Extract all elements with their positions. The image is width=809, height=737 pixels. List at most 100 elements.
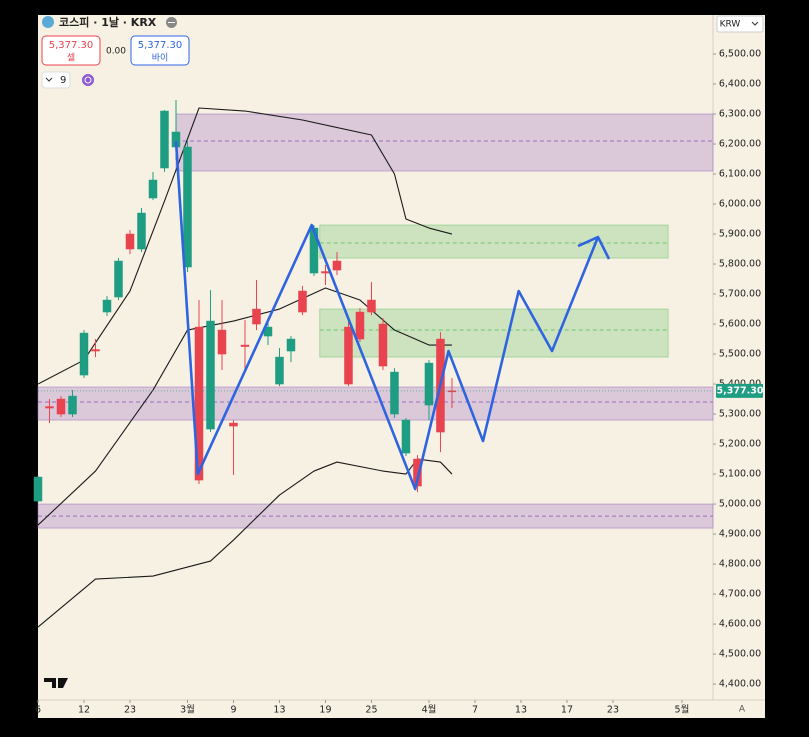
y-tick-label: 5,300.00: [719, 409, 761, 420]
y-tick-label: 4,400.00: [719, 679, 761, 690]
y-tick-label: 4,800.00: [719, 559, 761, 570]
last-price-label: 5,377.30: [717, 385, 764, 396]
x-tick-label: 13: [273, 705, 285, 716]
candle-body: [137, 212, 146, 250]
currency-chevron: [751, 21, 759, 26]
candle-body: [390, 371, 399, 415]
candle-body: [160, 110, 169, 169]
y-tick-label: 5,900.00: [719, 229, 761, 240]
x-tick-label: 23: [124, 705, 136, 716]
x-tick-label: 23: [607, 705, 619, 716]
projection-arrowhead: [577, 235, 611, 260]
x-tick-label: 4월: [422, 704, 437, 716]
x-tick-label: 6: [35, 705, 41, 716]
projection-line: [174, 140, 600, 491]
x-tick-label: 25: [365, 705, 377, 716]
auto-scale[interactable]: A: [739, 705, 746, 715]
axes: 6,500.00 6,400.00 6,300.00 6,200.00 6,100.00…: [35, 49, 764, 716]
y-tick-label: 6,400.00: [719, 79, 761, 90]
symbol-title[interactable]: 코스피 · 1날 · KRX: [59, 15, 157, 29]
y-tick-label: 6,000.00: [719, 199, 761, 210]
candle-body: [194, 326, 204, 481]
buy-label: 바이: [152, 53, 169, 64]
sell-label: 셀: [67, 53, 75, 64]
candle-body: [321, 271, 330, 274]
y-tick-label: 5,500.00: [719, 349, 761, 360]
candle-body: [33, 476, 43, 502]
brand-logo: [44, 678, 68, 688]
y-tick-label: 5,800.00: [719, 259, 761, 270]
candle-body: [206, 320, 215, 430]
candle-body: [355, 311, 365, 340]
candle-body: [298, 290, 307, 313]
zone: [319, 224, 669, 259]
candle-body: [332, 260, 342, 271]
candle-body: [378, 323, 388, 367]
candle-body: [413, 458, 422, 487]
indicator-line: [37, 287, 452, 526]
candle-body: [56, 398, 66, 415]
last-price-box: [716, 383, 763, 398]
chart-canvas: [38, 15, 765, 718]
y-tick-label: 4,500.00: [719, 649, 761, 660]
sell-price: 5,377.30: [49, 40, 94, 51]
candle-body: [367, 299, 376, 313]
candle-body: [68, 395, 77, 415]
candle-body: [91, 349, 100, 352]
candle-body: [114, 260, 123, 298]
indicator-count: 9: [60, 75, 66, 86]
x-tick-label: 12: [78, 705, 90, 716]
y-tick-label: 5,000.00: [719, 499, 761, 510]
zone: [175, 113, 714, 172]
y-tick-label: 4,600.00: [719, 619, 761, 630]
plot: [33, 99, 714, 628]
symbol-logo[interactable]: [42, 16, 54, 28]
y-tick-label: 4,700.00: [719, 589, 761, 600]
y-tick-label: 6,500.00: [719, 49, 761, 60]
x-tick-label: 3월: [180, 704, 195, 716]
candle-body: [217, 329, 227, 355]
candle-body: [229, 422, 238, 427]
y-tick-label: 6,200.00: [719, 139, 761, 150]
refresh-button[interactable]: [82, 74, 94, 86]
candle-body: [102, 299, 112, 313]
candle-body: [79, 332, 89, 376]
candle-body: [148, 179, 158, 199]
spread: 0.00: [106, 47, 126, 57]
y-tick-label: 5,600.00: [719, 319, 761, 330]
candle-body: [401, 419, 411, 454]
buy-button[interactable]: [130, 35, 190, 66]
candle-body: [344, 326, 353, 385]
y-tick-label: 5,100.00: [719, 469, 761, 480]
indicator-toggle[interactable]: [41, 71, 71, 89]
y-tick-label: 6,300.00: [719, 109, 761, 120]
y-tick-label: 4,900.00: [719, 529, 761, 540]
candle-body: [45, 406, 54, 409]
x-tick-label: 13: [515, 705, 527, 716]
candle-body: [286, 338, 296, 352]
currency: KRW: [720, 20, 741, 30]
candle-body: [240, 344, 250, 347]
indicator-line: [37, 107, 453, 385]
zone: [37, 386, 714, 421]
zone: [319, 308, 669, 358]
y-tick-label: 5,700.00: [719, 289, 761, 300]
y-tick-label: 5,200.00: [719, 439, 761, 450]
candle-body: [183, 146, 192, 268]
sell-button[interactable]: [41, 35, 101, 66]
x-tick-label: 7: [472, 705, 478, 716]
candle-body: [252, 308, 261, 325]
x-tick-label: 19: [319, 705, 331, 716]
refresh-icon: [84, 76, 92, 84]
currency-box[interactable]: [716, 15, 764, 33]
y-tick-label: 6,100.00: [719, 169, 761, 180]
buy-price: 5,377.30: [138, 40, 183, 51]
x-tick-label: 17: [561, 705, 573, 716]
chevron-icon: [45, 77, 53, 82]
x-tick-label: 9: [230, 705, 236, 716]
candle-body: [275, 356, 284, 385]
x-tick-label: 5월: [675, 704, 690, 716]
candle-body: [424, 362, 434, 406]
candle-body: [125, 233, 135, 250]
